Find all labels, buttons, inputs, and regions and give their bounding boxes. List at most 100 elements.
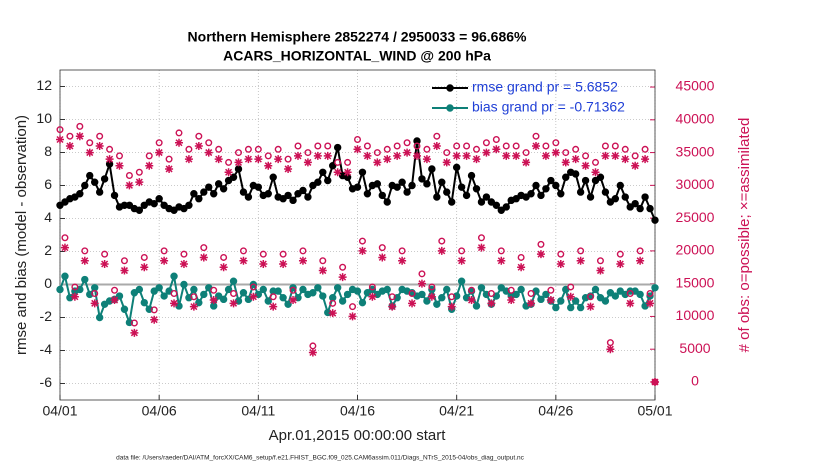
data-point: [254, 145, 262, 153]
data-point: [259, 285, 267, 294]
data-point: [482, 148, 491, 157]
data-point: [170, 289, 178, 297]
data-point: [512, 195, 520, 203]
data-point: [393, 151, 402, 160]
data-point: [309, 289, 317, 297]
data-point: [155, 139, 163, 147]
data-point: [76, 122, 84, 130]
data-point: [190, 293, 198, 301]
data-point: [210, 286, 218, 294]
y2-tick-label: 45000: [676, 78, 715, 94]
data-point: [378, 253, 387, 262]
data-point: [170, 299, 179, 308]
data-point: [557, 190, 565, 198]
data-point: [319, 257, 327, 265]
data-point: [160, 256, 169, 265]
data-point: [358, 298, 367, 307]
data-point: [413, 151, 421, 160]
data-point: [130, 319, 138, 327]
data-point: [552, 139, 560, 147]
data-point: [229, 277, 238, 285]
data-point: [363, 190, 372, 198]
data-point: [259, 250, 267, 258]
data-point: [587, 293, 595, 301]
data-point: [482, 193, 491, 201]
data-point: [234, 158, 243, 167]
data-point: [145, 161, 154, 170]
data-point: [91, 289, 99, 297]
data-point: [438, 178, 446, 186]
data-point: [318, 266, 327, 275]
data-point: [200, 188, 208, 196]
data-point: [532, 132, 540, 140]
data-point: [319, 292, 327, 300]
data-point: [314, 142, 322, 150]
data-point: [507, 286, 515, 294]
y-tick-label: 8: [44, 143, 52, 159]
data-point: [413, 142, 421, 150]
y2-tick-label: 15000: [676, 274, 715, 290]
data-point: [547, 176, 555, 185]
data-point: [497, 247, 505, 255]
data-point: [309, 342, 317, 350]
data-point: [125, 181, 134, 190]
data-point: [150, 315, 159, 324]
data-point: [611, 142, 619, 150]
legend-marker: [446, 84, 454, 92]
data-point: [61, 198, 69, 206]
data-point: [536, 250, 545, 259]
data-point: [581, 176, 590, 185]
data-point: [438, 294, 446, 302]
data-point: [542, 290, 550, 299]
data-point: [601, 188, 610, 196]
y2-tick-label: 20000: [676, 242, 715, 258]
data-point: [239, 256, 248, 265]
data-point: [472, 185, 481, 193]
data-point: [463, 142, 471, 150]
y2-axis-label: # of obs: o=possible; ×=assimilated: [736, 118, 753, 353]
data-point: [358, 237, 366, 245]
data-point: [428, 283, 436, 291]
data-point: [417, 279, 426, 288]
data-point: [621, 193, 629, 201]
data-point: [234, 165, 243, 173]
data-point: [651, 377, 659, 386]
data-point: [596, 266, 605, 275]
y2-tick-label: 30000: [676, 176, 715, 192]
data-point: [626, 203, 634, 211]
data-point: [596, 294, 605, 302]
data-point: [269, 293, 277, 301]
y2-tick-label: 40000: [676, 111, 715, 127]
data-point: [150, 287, 158, 295]
data-point: [100, 300, 109, 308]
data-point: [165, 164, 174, 173]
data-point: [229, 299, 238, 308]
data-point: [303, 158, 312, 167]
data-point: [299, 247, 307, 255]
data-point: [343, 168, 352, 177]
data-point: [626, 289, 634, 297]
data-point: [135, 168, 143, 176]
data-point: [586, 193, 595, 201]
data-point: [80, 256, 89, 265]
data-point: [398, 256, 407, 265]
data-point: [586, 302, 595, 311]
data-point: [289, 196, 297, 205]
data-point: [289, 286, 297, 294]
data-point: [329, 162, 337, 170]
data-point: [60, 243, 69, 252]
data-point: [556, 260, 565, 269]
data-point: [175, 138, 183, 147]
data-point: [140, 263, 149, 272]
data-point: [368, 283, 376, 291]
data-point: [537, 191, 545, 200]
data-point: [408, 299, 417, 308]
data-point: [378, 244, 386, 252]
data-point: [447, 302, 456, 311]
data-point: [338, 297, 347, 305]
data-point: [219, 185, 228, 193]
data-point: [279, 195, 287, 203]
data-point: [284, 300, 292, 308]
data-point: [552, 303, 560, 312]
data-point: [517, 263, 526, 272]
